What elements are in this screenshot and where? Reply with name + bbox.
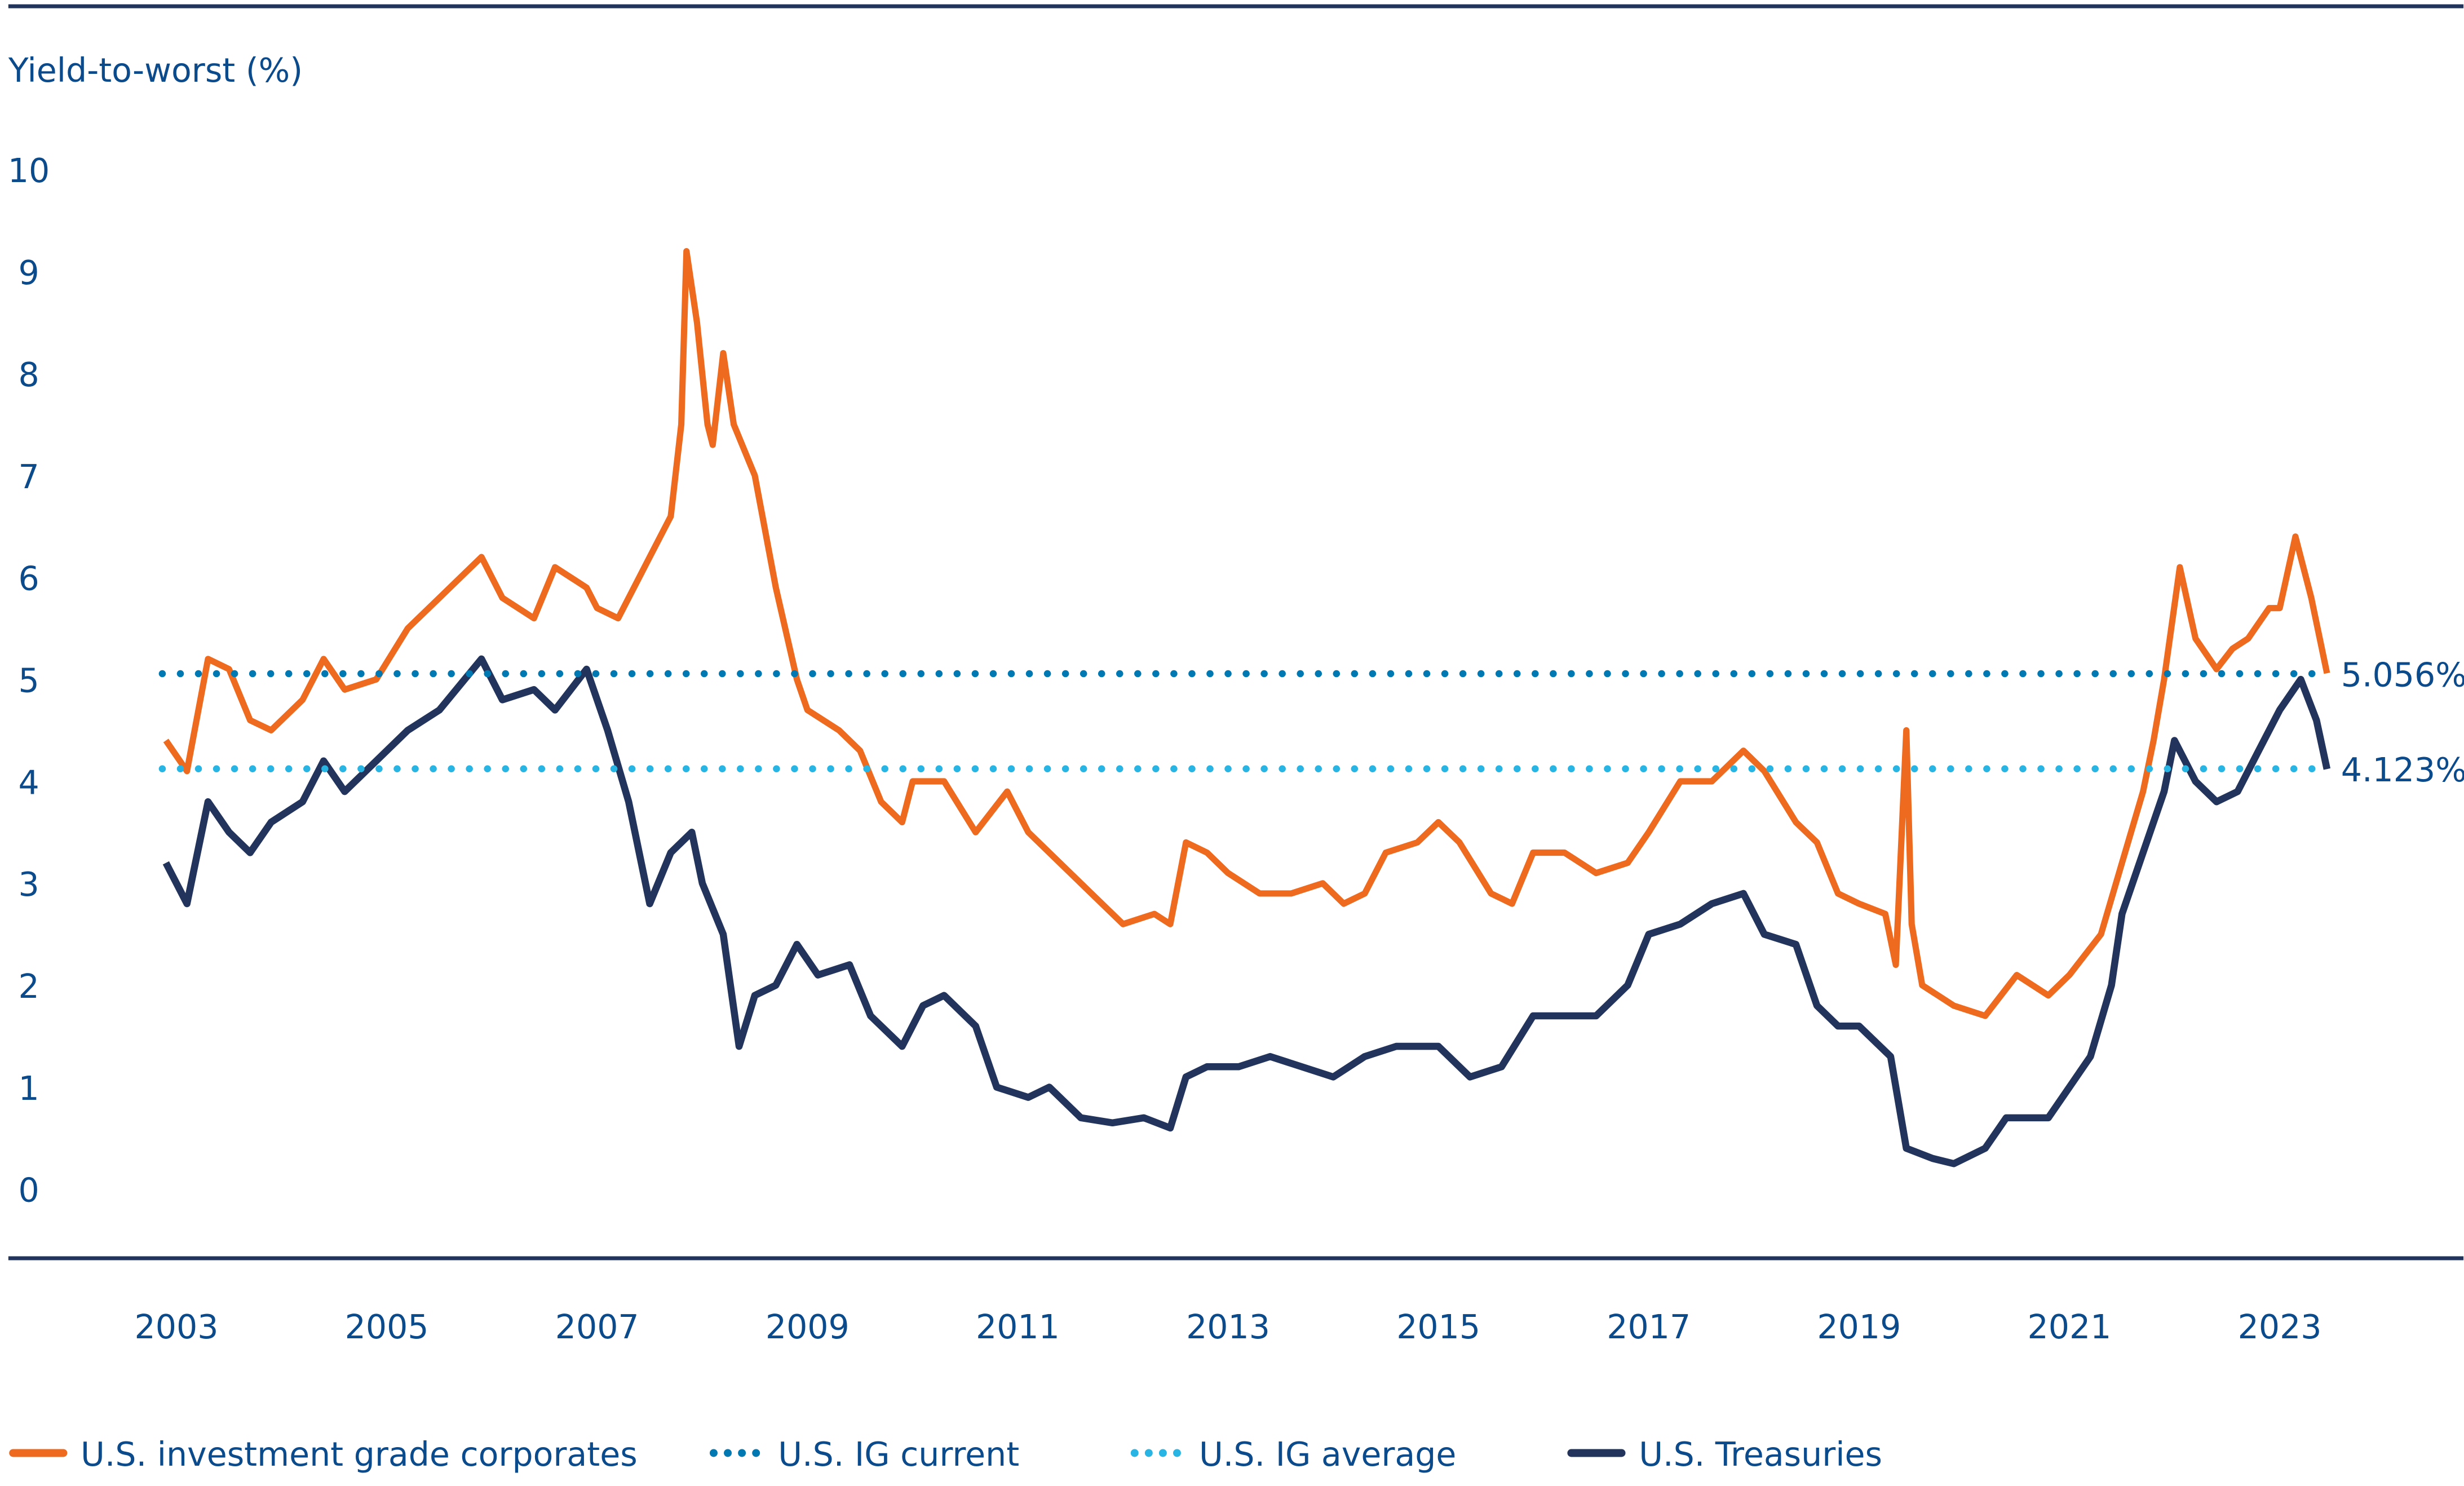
x-tick-label: 2009 bbox=[766, 1308, 850, 1346]
data-point-ig bbox=[376, 679, 377, 680]
data-point-ig bbox=[1906, 730, 1907, 731]
data-point-treasuries bbox=[1932, 1158, 1933, 1159]
series-line-treasuries bbox=[162, 655, 2331, 1167]
x-tick-label: 2003 bbox=[135, 1308, 219, 1346]
data-point-ig bbox=[586, 587, 587, 588]
legend-label-ig: U.S. investment grade corporates bbox=[81, 1435, 638, 1474]
data-point-ig bbox=[1185, 842, 1187, 843]
data-point-treasuries bbox=[1648, 934, 1649, 935]
x-tick-label: 2017 bbox=[1607, 1308, 1691, 1346]
y-axis-title: Yield-to-worst (%) bbox=[8, 51, 303, 90]
data-point-treasuries bbox=[344, 791, 345, 792]
reference-lines: 5.056% 4.123% bbox=[158, 656, 2464, 789]
data-point-ig bbox=[1711, 781, 1712, 782]
data-point-treasuries bbox=[2048, 1117, 2049, 1118]
data-point-treasuries bbox=[2006, 1117, 2007, 1118]
data-point-treasuries bbox=[1764, 934, 1765, 935]
x-tick-label: 2013 bbox=[1186, 1308, 1270, 1346]
y-tick-label: 1 bbox=[18, 1069, 39, 1108]
data-point-ig bbox=[2164, 679, 2165, 680]
x-tick-label: 2023 bbox=[2238, 1308, 2322, 1346]
x-tick-label: 2005 bbox=[345, 1308, 429, 1346]
data-point-treasuries bbox=[481, 658, 482, 660]
data-point-ig bbox=[1648, 832, 1649, 833]
data-point-ig bbox=[649, 556, 650, 558]
x-tick-label: 2007 bbox=[555, 1308, 639, 1346]
data-point-treasuries bbox=[1795, 944, 1797, 945]
y-tick-label: 9 bbox=[18, 254, 39, 292]
y-tick-label: 10 bbox=[8, 152, 50, 190]
data-point-treasuries bbox=[1438, 1046, 1439, 1047]
data-point-ig bbox=[2326, 673, 2328, 674]
data-point-treasuries bbox=[2258, 750, 2259, 751]
data-point-ig bbox=[681, 424, 682, 425]
data-point-treasuries bbox=[1170, 1127, 1171, 1129]
data-point-treasuries bbox=[2090, 1056, 2091, 1057]
data-point-treasuries bbox=[1396, 1046, 1397, 1047]
data-point-ig bbox=[1028, 832, 1029, 833]
data-point-ig bbox=[1417, 842, 1418, 843]
y-tick-label: 8 bbox=[18, 356, 39, 394]
data-point-treasuries bbox=[2027, 1117, 2028, 1118]
data-point-treasuries bbox=[2237, 791, 2238, 792]
x-tick-label: 2019 bbox=[1817, 1308, 1901, 1346]
data-point-ig bbox=[1564, 852, 1565, 853]
data-point-ig bbox=[2048, 995, 2049, 996]
x-tick-label: 2021 bbox=[2028, 1308, 2112, 1346]
x-ticks: 2003 2005 2007 2009 2011 2013 2015 2017 2019 2021… bbox=[135, 1308, 2322, 1346]
data-point-treasuries bbox=[901, 1046, 903, 1047]
x-tick-label: 2015 bbox=[1396, 1308, 1480, 1346]
data-point-treasuries bbox=[2164, 791, 2165, 792]
reference-label-average: 4.123% bbox=[2341, 751, 2464, 789]
data-point-treasuries bbox=[586, 669, 587, 670]
data-point-treasuries bbox=[738, 1046, 740, 1047]
data-point-ig bbox=[1049, 852, 1050, 853]
legend-label-average: U.S. IG average bbox=[1199, 1435, 1456, 1474]
y-tick-label: 4 bbox=[18, 763, 39, 802]
data-point-ig bbox=[1764, 771, 1765, 772]
data-point-ig bbox=[2153, 740, 2154, 741]
y-tick-label: 0 bbox=[18, 1171, 39, 1210]
data-point-treasuries bbox=[1906, 1148, 1907, 1149]
x-tick-label: 2011 bbox=[976, 1308, 1060, 1346]
data-point-ig bbox=[1170, 923, 1171, 925]
y-tick-label: 3 bbox=[18, 865, 39, 904]
data-point-treasuries bbox=[376, 760, 377, 762]
series-lines bbox=[162, 247, 2331, 1167]
data-point-ig bbox=[207, 658, 209, 660]
data-point-treasuries bbox=[723, 934, 724, 935]
data-point-ig bbox=[344, 689, 345, 690]
data-point-ig bbox=[1459, 842, 1460, 843]
y-tick-label: 2 bbox=[18, 967, 39, 1006]
data-point-treasuries bbox=[1269, 1056, 1271, 1057]
y-tick-label: 6 bbox=[18, 560, 39, 598]
data-point-treasuries bbox=[1859, 1025, 1860, 1027]
data-point-ig bbox=[1743, 750, 1744, 751]
y-tick-label: 7 bbox=[18, 458, 39, 496]
y-tick-label: 5 bbox=[18, 661, 39, 700]
data-point-treasuries bbox=[944, 995, 945, 996]
data-point-treasuries bbox=[1028, 1097, 1029, 1098]
legend: U.S. investment grade corporates U.S. IG … bbox=[9, 1435, 1882, 1474]
data-point-ig bbox=[271, 730, 272, 731]
data-point-ig bbox=[733, 424, 735, 425]
data-point-ig bbox=[944, 781, 945, 782]
y-ticks: 0 1 2 3 4 5 6 7 8 9 10 bbox=[8, 152, 50, 1209]
reference-label-current: 5.056% bbox=[2341, 656, 2464, 694]
data-point-ig bbox=[481, 556, 482, 558]
legend-label-current: U.S. IG current bbox=[778, 1435, 1019, 1474]
data-point-treasuries bbox=[1112, 1122, 1113, 1124]
series-line-ig bbox=[163, 247, 2330, 1019]
data-point-ig bbox=[1322, 883, 1323, 884]
data-point-ig bbox=[2100, 934, 2102, 935]
legend-label-treasuries: U.S. Treasuries bbox=[1639, 1435, 1882, 1474]
data-point-treasuries bbox=[2174, 740, 2175, 741]
data-point-ig bbox=[707, 424, 708, 425]
